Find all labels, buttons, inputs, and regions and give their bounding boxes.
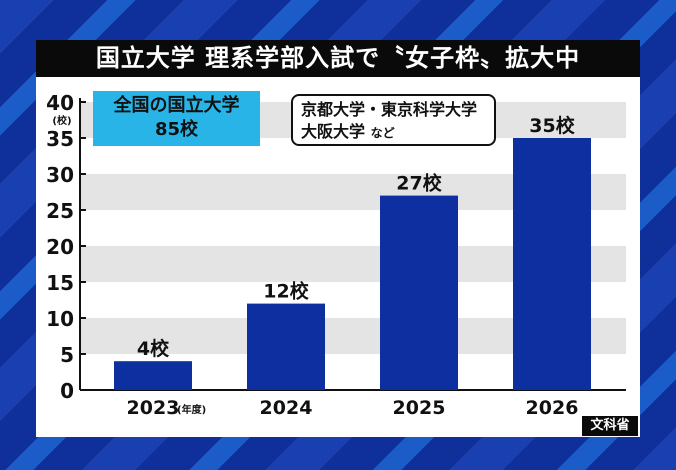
y-tick-label: 15 — [46, 271, 74, 295]
chart-title: 国立大学 理系学部入試で〝女子枠〟拡大中 — [36, 40, 640, 77]
y-tick-label: 25 — [46, 199, 74, 223]
data-label-2024: 12校 — [263, 280, 309, 303]
y-tick-label: 40 — [46, 91, 74, 115]
bar-2024 — [247, 303, 325, 390]
callout-line1: 京都大学・東京科学大学 — [301, 100, 478, 119]
badge-line2: 85校 — [154, 119, 199, 140]
x-tick-label-2026: 2026 — [526, 397, 579, 419]
y-tick-label: 10 — [46, 307, 74, 331]
callout-line2: 大阪大学 — [301, 122, 366, 141]
y-tick-label: 5 — [60, 343, 74, 367]
data-label-2025: 27校 — [396, 172, 442, 195]
x-tick-label-2023: 2023 — [127, 397, 180, 419]
data-label-2026: 35校 — [529, 114, 575, 137]
y-axis-unit-label: (校) — [52, 114, 71, 127]
y-tick-label: 35 — [46, 127, 74, 151]
y-tick-label: 0 — [60, 379, 74, 403]
bar-2023 — [114, 361, 192, 390]
callout-universities: 京都大学・東京科学大学 大阪大学 など — [291, 94, 496, 146]
source-label: 文科省 — [582, 416, 638, 436]
y-tick-label: 20 — [46, 235, 74, 259]
callout-suffix: など — [370, 126, 395, 140]
bar-2025 — [380, 195, 458, 390]
x-tick-label-2024: 2024 — [260, 397, 313, 419]
x-axis-unit-label: (年度) — [177, 403, 206, 416]
x-tick-label-2025: 2025 — [393, 397, 446, 419]
national-university-count-badge: 全国の国立大学 85校 — [93, 91, 260, 146]
data-label-2023: 4校 — [137, 337, 170, 360]
y-tick-label: 30 — [46, 163, 74, 187]
badge-line1: 全国の国立大学 — [113, 95, 240, 116]
bar-2026 — [513, 138, 591, 390]
